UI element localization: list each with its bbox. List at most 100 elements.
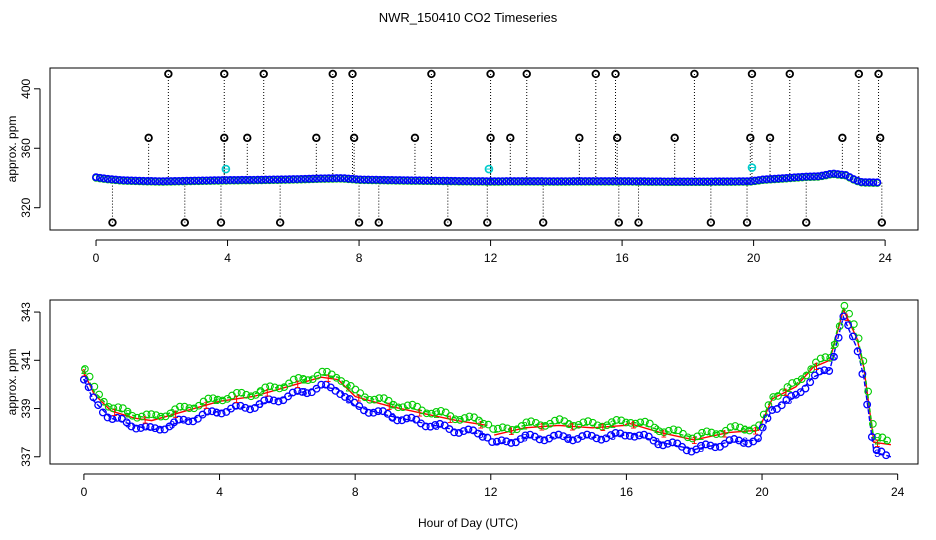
baseline-point	[569, 177, 578, 186]
series-2-marker: 2	[698, 431, 704, 443]
series-2-point	[645, 419, 654, 428]
baseline-point	[281, 175, 290, 184]
outlier-point	[216, 218, 226, 227]
flagged-point	[747, 163, 757, 172]
baseline-point	[806, 172, 815, 181]
series-3-point	[863, 400, 872, 409]
outlier-point	[243, 133, 252, 143]
series-3-point	[810, 371, 819, 380]
x-tick-label: 12	[484, 485, 498, 499]
series-2-point	[850, 320, 858, 329]
series-2-point	[157, 412, 165, 421]
baseline-point	[218, 176, 227, 185]
series-3-point	[668, 438, 677, 447]
baseline-point	[301, 174, 310, 183]
series-2-point	[769, 393, 778, 401]
series-3-point	[132, 424, 141, 433]
series-3-point	[706, 441, 715, 450]
series-2-point	[778, 388, 787, 397]
series-2-point	[636, 418, 645, 427]
series-3-point	[265, 395, 273, 404]
baseline-point	[825, 170, 834, 179]
series-3-point	[848, 332, 857, 341]
series-3-point	[725, 436, 734, 445]
baseline-point	[628, 177, 637, 186]
series-2-point	[745, 426, 754, 435]
series-2-point	[185, 404, 194, 412]
series-2-point	[702, 427, 711, 436]
series-2-point	[460, 414, 469, 422]
outlier-point	[614, 218, 624, 227]
series-3-marker: 3	[830, 352, 836, 364]
outlier-point	[349, 133, 359, 143]
series-2-point	[451, 415, 460, 424]
baseline-point	[399, 176, 408, 185]
series-2-point	[607, 418, 616, 426]
series-3-marker: 3	[654, 436, 660, 448]
outlier-point	[220, 133, 229, 143]
series-2-point	[318, 367, 327, 376]
baseline-point	[810, 172, 819, 181]
series-2-point	[342, 380, 350, 388]
series-1-marker: 1	[203, 400, 209, 412]
baseline-point	[320, 174, 329, 183]
series-3-point	[94, 401, 103, 410]
baseline-point	[691, 177, 700, 186]
outlier-point	[164, 69, 173, 79]
series-3-point	[374, 407, 383, 416]
series-2-point	[237, 388, 246, 397]
series-3-point	[279, 396, 288, 405]
series-2-point	[422, 409, 431, 418]
outlier-point	[328, 69, 337, 79]
baseline-point	[170, 177, 179, 186]
series-2-point	[617, 416, 626, 425]
baseline-point	[529, 177, 538, 186]
x-tick-label: 4	[216, 485, 223, 499]
outlier-point	[875, 133, 885, 143]
series-2-point	[883, 436, 891, 445]
baseline-point	[573, 177, 582, 186]
series-3-marker: 3	[81, 375, 87, 387]
x-tick-label: 24	[878, 251, 892, 265]
series-2-point	[437, 406, 445, 415]
outlier-point	[706, 218, 716, 227]
baseline-point	[368, 175, 377, 184]
series-2-point	[565, 420, 573, 429]
baseline-point	[155, 177, 164, 186]
baseline-point	[316, 174, 325, 183]
baseline-point	[486, 177, 495, 186]
baseline-point	[257, 175, 266, 184]
baseline-point	[699, 177, 708, 186]
baseline-point	[707, 177, 716, 186]
series-3-point	[317, 380, 326, 389]
series-2-marker: 2	[742, 424, 748, 436]
series-3-point	[84, 383, 93, 392]
baseline-point	[727, 177, 736, 186]
baseline-point	[198, 176, 207, 185]
series-3-point	[867, 433, 876, 441]
series-3-point	[564, 435, 573, 443]
x-tick-label: 0	[81, 485, 88, 499]
series-3-point	[516, 435, 525, 444]
series-2-point	[270, 383, 279, 392]
series-2-marker: 2	[389, 399, 395, 411]
series-2-point	[864, 387, 872, 396]
baseline-point	[589, 177, 598, 186]
baseline-point	[206, 176, 215, 185]
series-3-point	[606, 431, 615, 440]
series-3-point	[184, 417, 193, 426]
baseline-point	[238, 175, 247, 184]
baseline-point	[312, 174, 321, 183]
outlier-point	[443, 218, 453, 227]
outlier-point	[591, 69, 600, 79]
series-2-point	[698, 428, 706, 437]
baseline-point	[865, 178, 874, 187]
series-2-marker: 2	[125, 409, 131, 421]
series-3-point	[397, 416, 406, 425]
series-3-point	[402, 414, 411, 423]
baseline-point	[600, 177, 609, 186]
series-2-point	[869, 420, 877, 428]
series-3-point	[858, 370, 867, 378]
series-2-point	[532, 418, 540, 427]
series-2-point	[218, 396, 227, 405]
